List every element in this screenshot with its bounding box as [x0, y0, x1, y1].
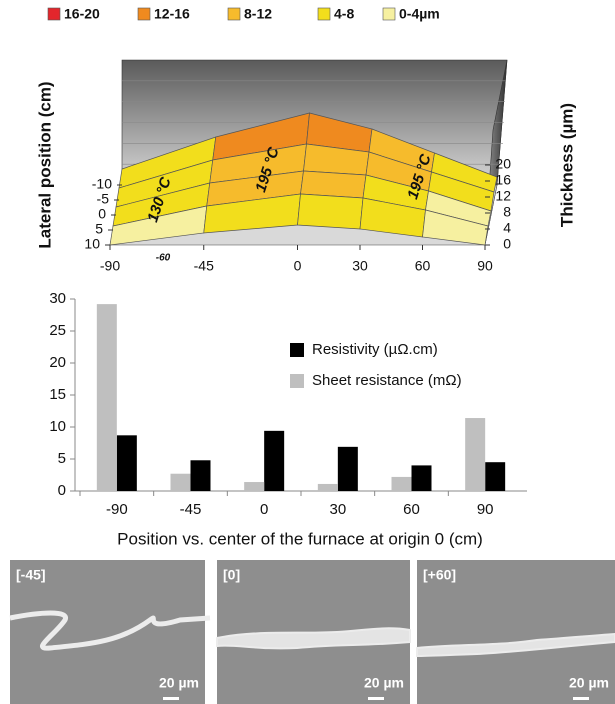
y-tick-label: 5 — [58, 450, 66, 467]
surface-cell — [300, 170, 367, 199]
x-tick-label: 0 — [260, 501, 268, 518]
legend-swatch — [317, 7, 331, 21]
legend-swatch — [382, 7, 396, 21]
bar — [116, 435, 137, 491]
sem-deposit — [416, 632, 615, 658]
scale-bar — [163, 697, 179, 700]
x-tick-label: 60 — [415, 258, 431, 274]
bar — [337, 446, 358, 491]
legend-swatch — [290, 374, 304, 388]
x-tick-label: 90 — [477, 501, 494, 518]
x-tick-label: 30 — [329, 501, 346, 518]
bar — [170, 473, 191, 491]
legend-label: Resistivity (µΩ.cm) — [312, 341, 438, 358]
sem-background — [417, 560, 615, 704]
legend-label: 12-16 — [154, 6, 190, 22]
y-tick-label: 10 — [84, 236, 100, 252]
y-axis-label: Lateral position (cm) — [35, 81, 54, 248]
scale-label: 20 µm — [569, 675, 609, 691]
x-tick-label: -45 — [180, 501, 202, 518]
legend-label: 4-8 — [334, 6, 354, 22]
bar — [244, 482, 265, 491]
sem-image: [+60] 20 µm — [416, 560, 615, 704]
legend-label: 16-20 — [64, 6, 100, 22]
surface-cell — [297, 193, 364, 230]
y-tick-label: 15 — [49, 386, 66, 403]
x-axis-label: Position vs. center of the furnace at or… — [117, 529, 483, 548]
x-tick-label: 90 — [477, 258, 493, 274]
legend-swatch — [227, 7, 241, 21]
x-tick-label: -90 — [100, 258, 120, 274]
bar — [391, 476, 412, 491]
sem-deposit — [9, 610, 211, 651]
image-label: [0] — [223, 567, 240, 583]
legend-label: 8-12 — [244, 6, 272, 22]
bar — [485, 462, 506, 491]
legend-swatch — [290, 343, 304, 357]
bar — [411, 465, 432, 491]
y-tick-label: -5 — [97, 191, 110, 207]
bar — [465, 418, 486, 491]
x-tick-label: -45 — [194, 258, 214, 274]
z-tick-label: 8 — [503, 204, 511, 220]
x-tick-label: -90 — [106, 501, 128, 518]
legend-label: Sheet resistance (mΩ) — [312, 372, 462, 389]
y-tick-label: 0 — [58, 482, 66, 499]
sem-image: [0] 20 µm — [216, 560, 411, 704]
z-tick-label: 12 — [495, 188, 511, 204]
annotation: -60 — [156, 253, 171, 264]
y-tick-label: 5 — [95, 221, 103, 237]
scale-bar — [368, 697, 384, 700]
sem-image: [-45] 20 µm — [9, 560, 211, 704]
legend-swatch — [137, 7, 151, 21]
bar — [96, 304, 117, 491]
y-tick-label: 0 — [98, 206, 106, 222]
z-tick-label: 16 — [495, 172, 511, 188]
image-label: [-45] — [16, 567, 46, 583]
scale-label: 20 µm — [159, 675, 199, 691]
sem-deposit — [216, 627, 411, 650]
scale-bar — [573, 697, 589, 700]
scale-label: 20 µm — [364, 675, 404, 691]
y-tick-label: 10 — [49, 418, 66, 435]
z-tick-label: 20 — [495, 156, 511, 172]
x-tick-label: 60 — [403, 501, 420, 518]
y-tick-label: 25 — [49, 322, 66, 339]
x-tick-label: 0 — [294, 258, 302, 274]
y-tick-label: 30 — [49, 290, 66, 307]
z-tick-label: 0 — [503, 236, 511, 252]
sem-background — [10, 560, 205, 704]
y-tick-label: -10 — [92, 176, 112, 192]
x-tick-label: 30 — [352, 258, 368, 274]
bar — [190, 460, 211, 491]
legend-label: 0-4µm — [399, 6, 440, 22]
legend-swatch — [47, 7, 61, 21]
y-tick-label: 20 — [49, 354, 66, 371]
image-label: [+60] — [423, 567, 456, 583]
bar — [264, 430, 285, 491]
z-tick-label: 4 — [503, 220, 511, 236]
bar — [317, 483, 338, 491]
z-axis-label: Thickness (µm) — [557, 103, 576, 227]
